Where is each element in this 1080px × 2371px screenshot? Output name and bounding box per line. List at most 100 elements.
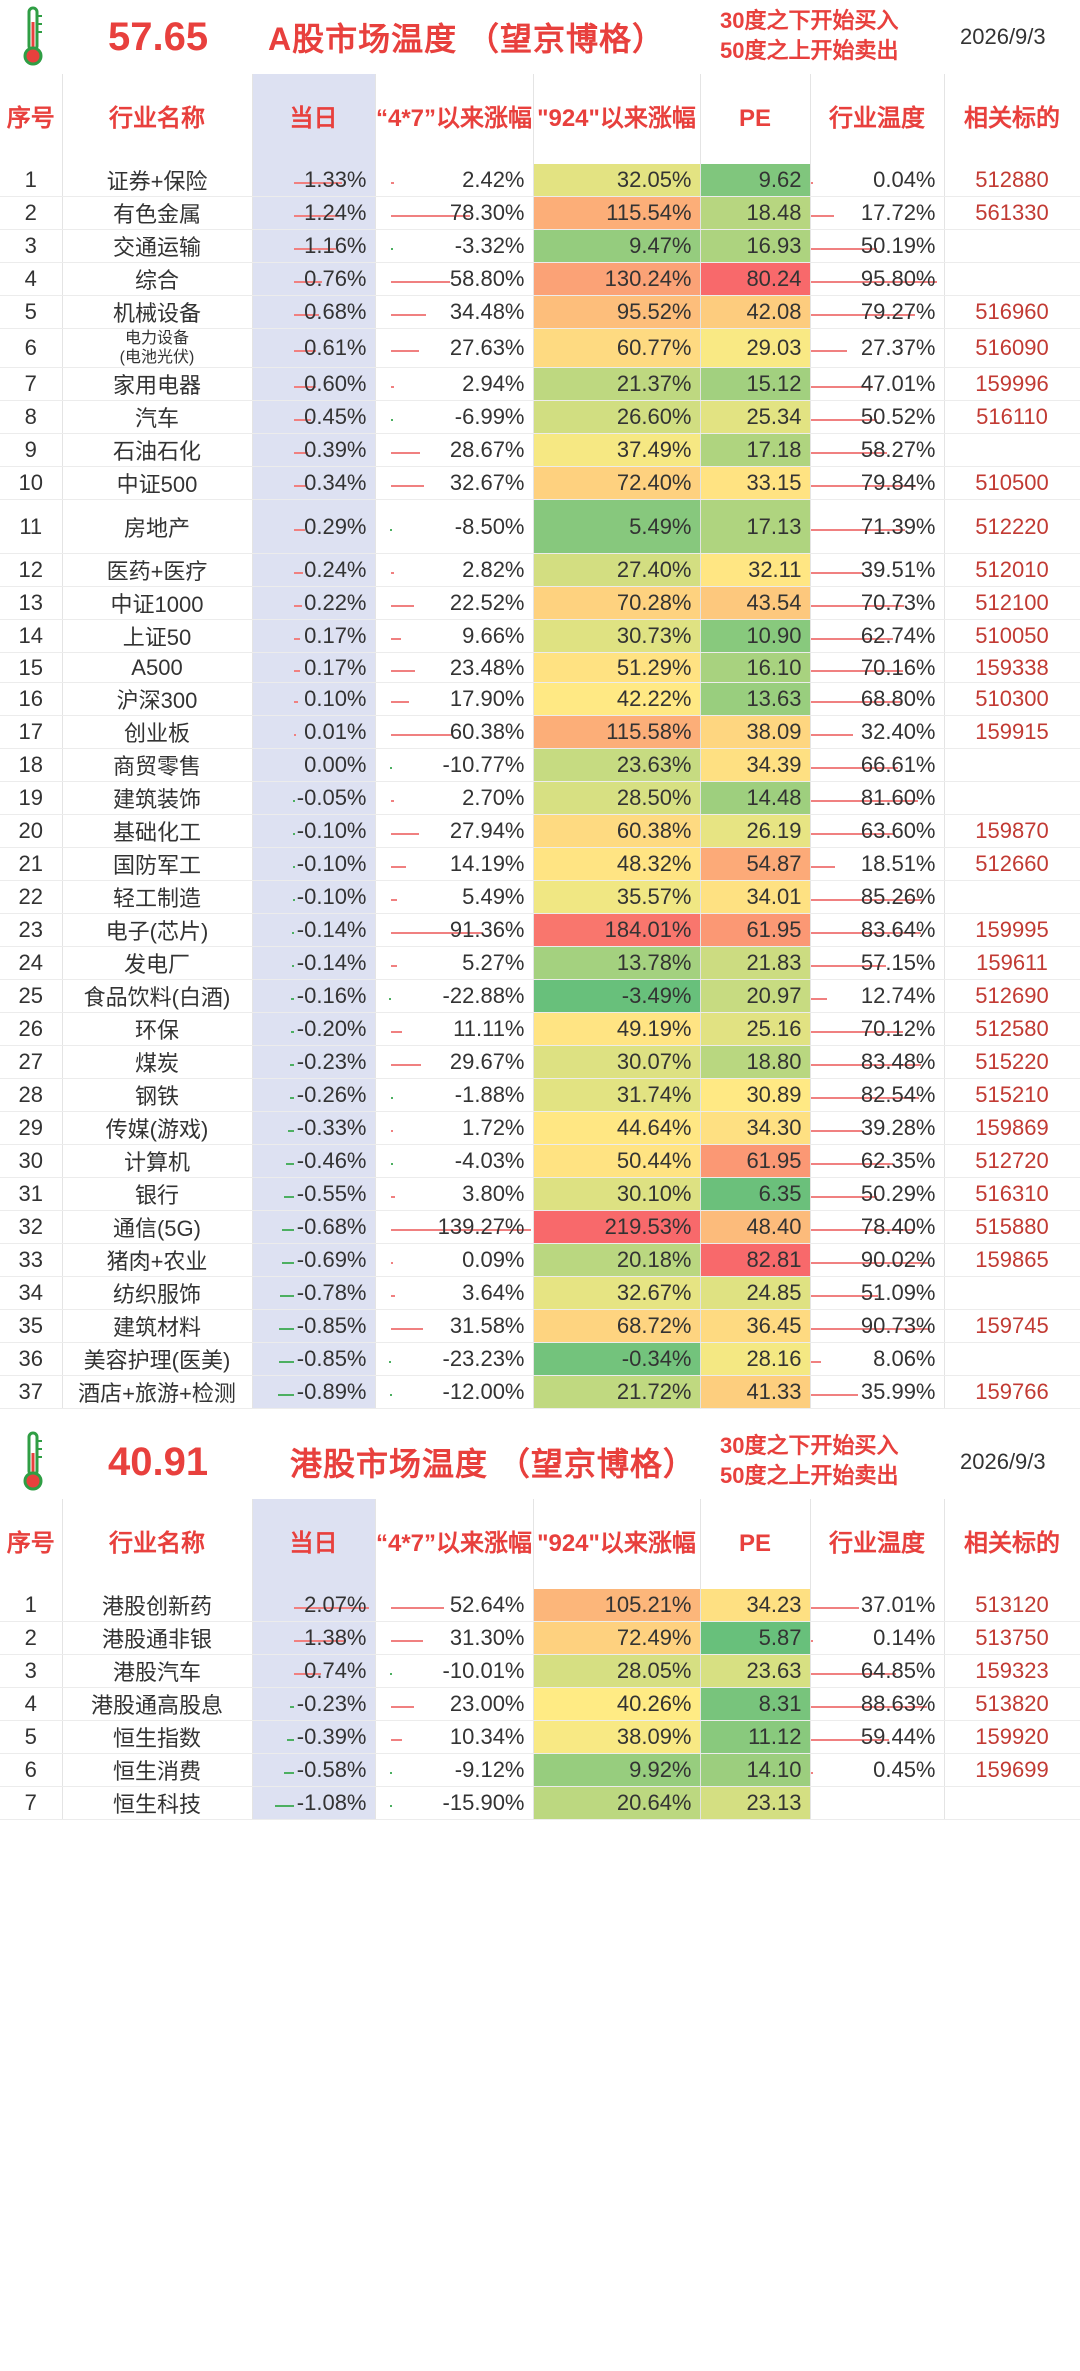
table-row: 3 港股汽车 0.74% -10.01% 28.05% 23.63 64.85% 159323: [0, 1654, 1080, 1689]
table-row: 2 有色金属 1.24% 78.30% 115.54% 18.48 17.72% 561330: [0, 196, 1080, 230]
row-pe: 18.80: [700, 1045, 811, 1080]
table-row: 20 基础化工 -0.10% 27.94% 60.38% 26.19 63.60% 15987…: [0, 814, 1080, 849]
row-since-924: 72.40%: [533, 466, 701, 500]
row-pe: 26.19: [700, 814, 811, 849]
row-seq: 37: [0, 1375, 63, 1410]
row-pe: 9.62: [700, 164, 811, 197]
row-related-code: 515220: [944, 1045, 1080, 1080]
since-924-value: 115.58%: [606, 719, 692, 745]
row-since-47: 29.67%: [375, 1045, 534, 1080]
table-row: 37 酒店+旅游+检测 -0.89% -12.00% 21.72% 41.33 35.99%…: [0, 1375, 1080, 1410]
row-seq: 8: [0, 400, 63, 434]
row-industry-name: 商贸零售: [62, 748, 253, 783]
row-industry-name: 上证50: [62, 619, 253, 653]
row-since-924: 60.77%: [533, 328, 701, 368]
row-since-47: 60.38%: [375, 715, 534, 750]
row-daily-change: 1.16%: [252, 229, 376, 263]
row-seq: 12: [0, 553, 63, 587]
row-daily-change: -0.58%: [252, 1753, 376, 1788]
row-related-code: 512660: [944, 847, 1080, 882]
a-share-temperature: 57.65: [108, 14, 209, 59]
row-industry-temp: 83.64%: [810, 913, 945, 948]
pe-value: 11.12: [748, 1724, 802, 1750]
row-since-47: 22.52%: [375, 586, 534, 620]
pe-value: 34.23: [746, 1592, 802, 1618]
row-related-code: 515210: [944, 1078, 1080, 1113]
pe-value: 61.95: [746, 1148, 802, 1174]
row-industry-name: 港股通非银: [62, 1621, 253, 1656]
pe-value: 14.48: [746, 785, 802, 811]
daily-bar: [292, 866, 295, 869]
row-seq: 30: [0, 1144, 63, 1179]
industry-temp-bar: [810, 386, 873, 388]
row-related-code: 159611: [944, 946, 1080, 981]
since-924-value: 68.72%: [616, 1313, 692, 1339]
a-share-date: 2026/9/3: [960, 24, 1046, 49]
row-related-code: 159699: [944, 1753, 1080, 1788]
header-since-47: “4*7”以来涨幅: [375, 1499, 534, 1590]
row-since-47: 2.94%: [375, 367, 534, 401]
table-row: 25 食品饮料(白酒) -0.16% -22.88% -3.49% 20.97 12.74%…: [0, 979, 1080, 1014]
since-47-bar: [391, 1130, 394, 1133]
row-daily-change: -0.14%: [252, 913, 376, 948]
a-share-title: A股市场温度 （望京博格）: [268, 21, 666, 57]
row-industry-temp: 0.04%: [810, 164, 945, 197]
since-47-bar: [391, 1262, 394, 1265]
table-row: 30 计算机 -0.46% -4.03% 50.44% 61.95 62.35% 512720: [0, 1144, 1080, 1179]
daily-bar: [294, 1673, 321, 1676]
row-since-47: 78.30%: [375, 196, 534, 230]
row-industry-temp: [810, 1786, 945, 1821]
pe-value: 38.09: [746, 719, 802, 745]
table-row: 15 A500 0.17% 23.48% 51.29% 16.10 70.16% 159338: [0, 652, 1080, 684]
row-related-code: 516310: [944, 1177, 1080, 1212]
since-924-value: 21.72%: [616, 1379, 692, 1405]
pe-value: 34.39: [746, 752, 802, 778]
row-industry-temp: 70.12%: [810, 1012, 945, 1047]
row-industry-name: 医药+医疗: [62, 553, 253, 587]
header-seq: 序号: [0, 74, 63, 164]
row-since-47: 9.66%: [375, 619, 534, 653]
row-industry-temp: 0.45%: [810, 1753, 945, 1788]
since-47-bar: [390, 528, 393, 531]
row-industry-temp: 83.48%: [810, 1045, 945, 1080]
row-since-47: -10.01%: [375, 1654, 534, 1689]
row-since-924: 219.53%: [533, 1210, 701, 1245]
row-since-47: 10.34%: [375, 1720, 534, 1755]
row-industry-name: 计算机: [62, 1144, 253, 1179]
row-since-47: 2.70%: [375, 781, 534, 816]
row-since-47: -22.88%: [375, 979, 534, 1014]
since-924-value: 30.07%: [616, 1049, 692, 1075]
thermometer-icon: [23, 1431, 43, 1491]
row-industry-temp: 27.37%: [810, 328, 945, 368]
row-industry-name: 恒生指数: [62, 1720, 253, 1755]
row-industry-temp: 66.61%: [810, 748, 945, 783]
row-seq: 26: [0, 1012, 63, 1047]
row-industry-name: 煤炭: [62, 1045, 253, 1080]
daily-bar: [292, 899, 295, 902]
row-seq: 4: [0, 1687, 63, 1722]
row-since-924: 37.49%: [533, 433, 701, 467]
since-47-bar: [391, 605, 414, 607]
row-industry-name: A500: [62, 652, 253, 684]
row-related-code: 512580: [944, 1012, 1080, 1047]
row-seq: 32: [0, 1210, 63, 1245]
row-related-code: [944, 880, 1080, 915]
industry-temp-bar: [810, 605, 904, 607]
row-related-code: [944, 229, 1080, 263]
row-since-924: 35.57%: [533, 880, 701, 915]
row-related-code: 159865: [944, 1243, 1080, 1278]
row-daily-change: -0.89%: [252, 1375, 376, 1410]
row-related-code: 159869: [944, 1111, 1080, 1146]
header-seq: 序号: [0, 1499, 63, 1590]
table-row: 28 钢铁 -0.26% -1.88% 31.74% 30.89 82.54% 515210: [0, 1078, 1080, 1113]
row-since-47: 23.48%: [375, 652, 534, 684]
since-924-value: 105.21%: [604, 1592, 692, 1618]
row-pe: 18.48: [700, 196, 811, 230]
row-daily-change: 0.34%: [252, 466, 376, 500]
table-row: 35 建筑材料 -0.85% 31.58% 68.72% 36.45 90.73% 15974…: [0, 1309, 1080, 1344]
row-related-code: [944, 781, 1080, 816]
since-47-bar: [390, 767, 393, 770]
since-924-value: 72.40%: [616, 470, 692, 495]
row-seq: 15: [0, 652, 63, 684]
row-industry-temp: 63.60%: [810, 814, 945, 849]
